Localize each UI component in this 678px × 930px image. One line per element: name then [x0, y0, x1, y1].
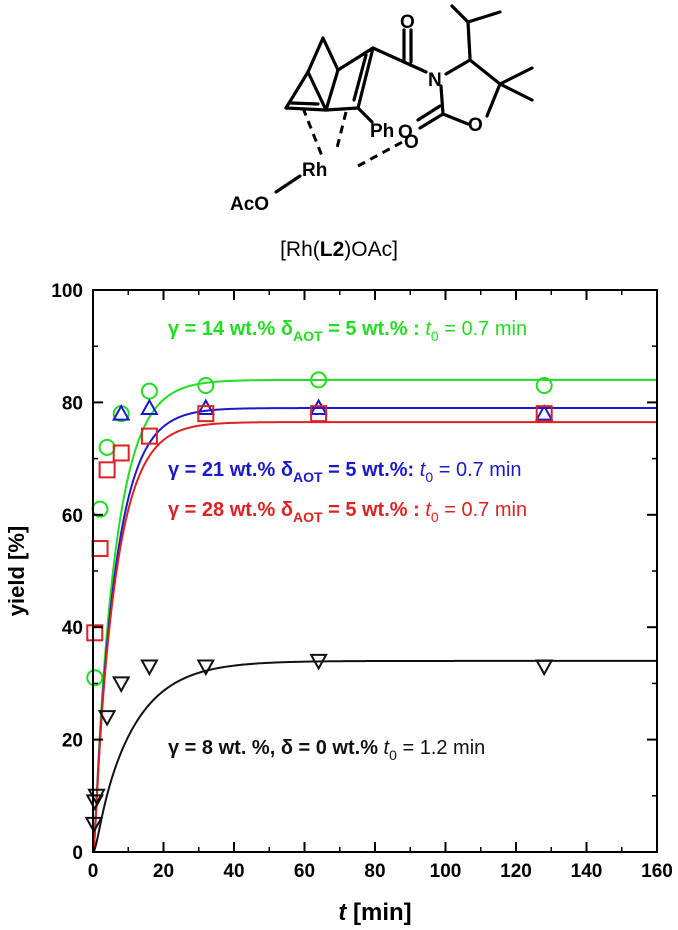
- marker-triangle-down: [97, 710, 117, 727]
- marker-circle: [86, 669, 104, 687]
- marker-square: [140, 427, 158, 445]
- x-tick-label: 0: [88, 861, 99, 882]
- x-tick-label: 60: [294, 861, 315, 882]
- fit-curve: [92, 659, 657, 853]
- y-tick-label: 100: [51, 281, 83, 302]
- atom-n: N: [428, 70, 442, 91]
- x-tick-label: 100: [430, 861, 462, 882]
- marker-square: [112, 444, 130, 462]
- series-annotations: γ = 14 wt.% δAOT = 5 wt.% : t0 = 0.7 min…: [168, 318, 527, 763]
- series-annotation: γ = 21 wt.% δAOT = 5 wt.%: t0 = 0.7 min: [168, 459, 522, 485]
- marker-square: [98, 461, 116, 479]
- marker-square: [535, 405, 553, 423]
- y-tick-label: 40: [62, 618, 83, 639]
- x-tick-label: 20: [153, 861, 174, 882]
- atom-o-ring: O: [468, 115, 483, 136]
- marker-circle: [98, 438, 116, 456]
- marker-triangle-up: [196, 398, 215, 416]
- complex-caption: [Rh(L2)OAc]: [280, 238, 398, 261]
- x-tick-label: 80: [364, 861, 385, 882]
- y-tick-label: 0: [72, 843, 83, 864]
- fit-curve: [92, 378, 657, 853]
- yield-chart: 0 20 40 60 80 100 120 140 160 0 20 40 60 80 100 γ = 14…: [4, 281, 673, 926]
- marker-triangle-down: [196, 659, 215, 677]
- marker-circle: [310, 371, 328, 389]
- marker-circle: [197, 377, 215, 395]
- marker-square: [86, 624, 104, 642]
- y-tick-label: 60: [62, 506, 83, 527]
- atom-ph: Ph: [370, 121, 394, 142]
- marker-triangle-down: [309, 653, 328, 671]
- x-axis-label: t [min]: [338, 899, 411, 926]
- marker-square: [197, 405, 215, 423]
- series-annotation: γ = 8 wt. %, δ = 0 wt.% t0 = 1.2 min: [168, 737, 485, 763]
- x-tick-label: 160: [641, 861, 673, 882]
- y-tick-label: 80: [62, 393, 83, 414]
- marker-triangle-up: [112, 404, 131, 421]
- axis-ticks: 0 20 40 60 80 100 120 140 160 0 20 40 60 80 100: [51, 281, 673, 882]
- marker-square: [310, 405, 328, 423]
- marker-triangle-down: [112, 676, 131, 693]
- marker-triangle-down: [535, 659, 554, 677]
- y-axis-label: yield [%]: [4, 526, 29, 616]
- atom-o-carbonyl: O: [400, 12, 415, 33]
- fit-curve: [92, 421, 657, 853]
- x-tick-label: 120: [500, 861, 532, 882]
- marker-circle: [140, 382, 158, 400]
- marker-triangle-up: [535, 404, 554, 421]
- rh-complex-structure: O N O O O Ph Rh AcO [Rh(L2)OAc]: [230, 4, 534, 261]
- marker-triangle-up: [140, 398, 159, 416]
- atom-o-exo: O: [398, 122, 413, 143]
- data-markers: [84, 371, 554, 834]
- y-tick-label: 20: [62, 731, 83, 752]
- fit-curves: [92, 378, 657, 853]
- marker-triangle-down: [140, 659, 159, 677]
- x-tick-label: 40: [223, 861, 244, 882]
- atom-o-rh: O: [404, 132, 419, 153]
- marker-square: [91, 540, 109, 558]
- atom-rh: Rh: [302, 160, 327, 181]
- plot-frame: [92, 289, 658, 853]
- marker-circle: [535, 377, 553, 395]
- marker-triangle-up: [309, 398, 328, 416]
- series-annotation: γ = 14 wt.% δAOT = 5 wt.% : t0 = 0.7 min: [168, 318, 527, 344]
- series-annotation: γ = 28 wt.% δAOT = 5 wt.% : t0 = 0.7 min: [168, 499, 527, 525]
- atom-aco: AcO: [230, 194, 269, 215]
- x-tick-label: 140: [571, 861, 603, 882]
